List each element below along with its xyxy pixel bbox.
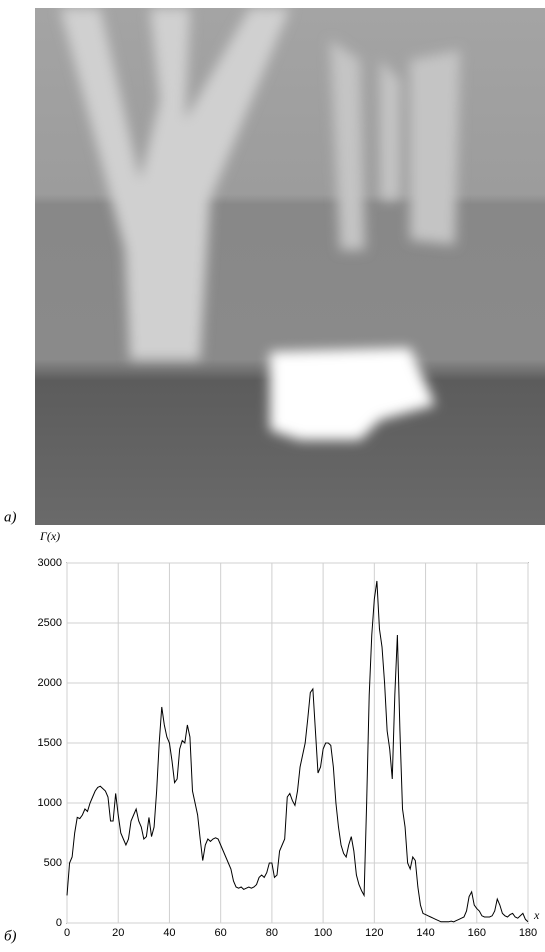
- x-tick-label: 20: [112, 927, 124, 939]
- y-tick-label: 3000: [38, 557, 62, 569]
- figure: а) Γ(x) x б) 0 500 1000 1500 2000 2500 3000 0 20…: [0, 0, 545, 947]
- x-tick-label: 160: [468, 927, 486, 939]
- data-line: [67, 581, 528, 922]
- x-tick-label: 180: [519, 927, 537, 939]
- x-tick-label: 40: [163, 927, 175, 939]
- x-tick-label: 60: [215, 927, 227, 939]
- x-tick-label: 0: [64, 927, 70, 939]
- x-tick-label: 80: [266, 927, 278, 939]
- y-tick-label: 1000: [38, 797, 62, 809]
- x-tick-label: 100: [314, 927, 332, 939]
- x-tick-label: 120: [365, 927, 383, 939]
- x-tick-label: 140: [416, 927, 434, 939]
- y-tick-label: 2500: [38, 617, 62, 629]
- y-tick-label: 2000: [38, 677, 62, 689]
- panel-label: а): [4, 509, 17, 525]
- y-tick-label: 1500: [38, 737, 62, 749]
- page: а) Γ(x) x б) 0 500 1000 1500 2000 2500 3000 0 20…: [0, 0, 545, 952]
- y-axis-label: Γ(x): [39, 529, 60, 543]
- y-tick-label: 0: [56, 917, 62, 929]
- y-tick-label: 500: [44, 857, 62, 869]
- panel-label: б): [4, 928, 17, 944]
- thermal-image: [35, 8, 545, 525]
- x-axis-label: x: [533, 908, 540, 922]
